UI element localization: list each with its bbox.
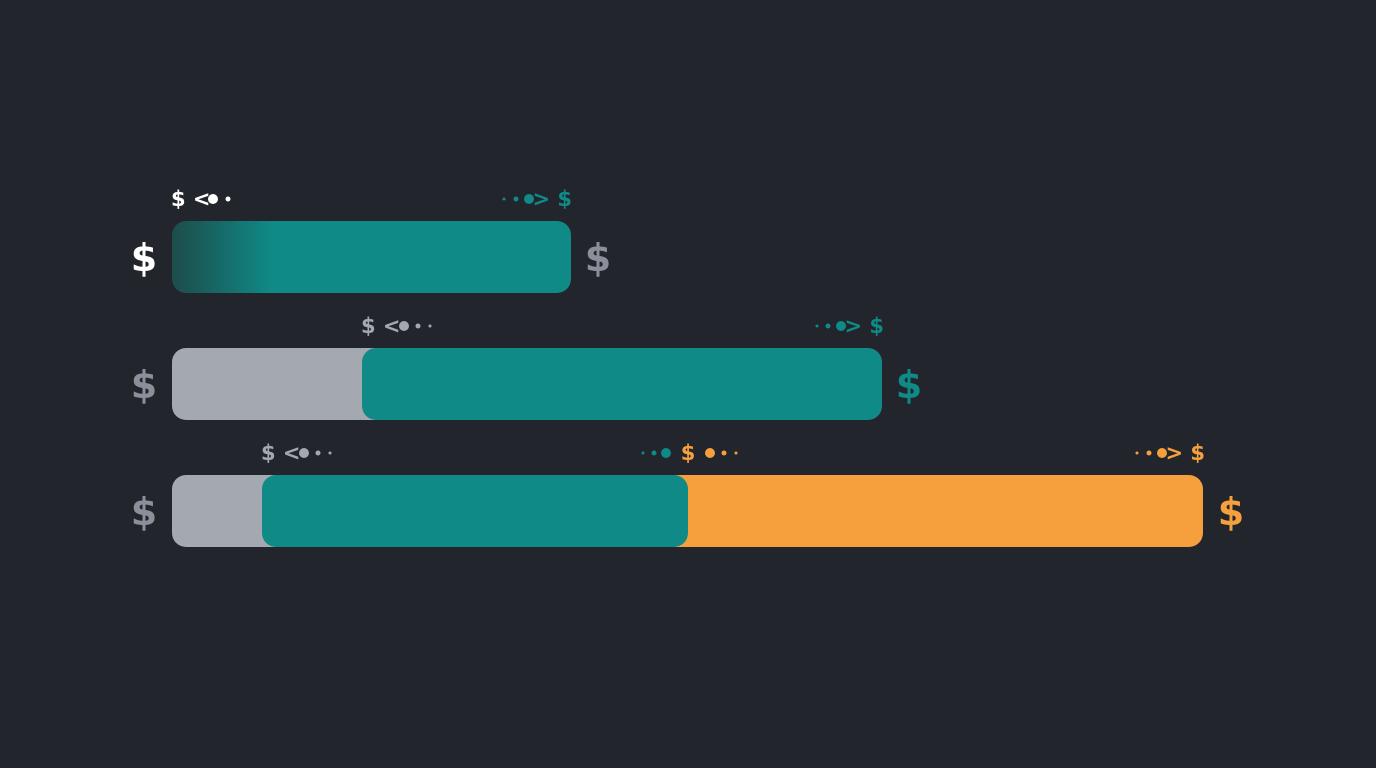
dot [825,323,831,329]
bar-segment [262,475,688,547]
dot [299,448,309,458]
dot [428,324,432,328]
dot [208,194,218,204]
dot [315,450,321,456]
dot [836,321,846,331]
dot [705,448,715,458]
marker: > $ [1165,441,1205,465]
marker: $ < [261,441,301,465]
row: $ < > $ $ $ [131,314,922,420]
dot [399,321,409,331]
dot [513,196,519,202]
dot [328,451,332,455]
dot [502,197,506,201]
dot [1157,448,1167,458]
dot [524,194,534,204]
bar-segment [172,221,571,293]
left-symbol: $ [131,236,157,280]
row: $ < $ > $ $ $ [131,441,1244,547]
dot [415,323,421,329]
right-symbol: $ [1218,490,1244,534]
bar-segment [660,475,1203,547]
dot [1135,451,1139,455]
marker: $ < [171,187,211,211]
dot [225,196,231,202]
marker: > $ [532,187,572,211]
left-symbol: $ [131,363,157,407]
marker: $ < [361,314,401,338]
right-symbol: $ [585,236,611,280]
bar-segment [362,348,882,420]
dot [651,450,657,456]
dot [661,448,671,458]
right-symbol: $ [896,363,922,407]
bar-segment [172,348,392,420]
dot [641,451,645,455]
marker: $ [681,441,696,465]
dot [815,324,819,328]
dot [721,450,727,456]
marker: > $ [844,314,884,338]
dot [1146,450,1152,456]
dot [734,451,738,455]
left-symbol: $ [131,490,157,534]
row: $ < > $ $ $ [131,187,611,293]
